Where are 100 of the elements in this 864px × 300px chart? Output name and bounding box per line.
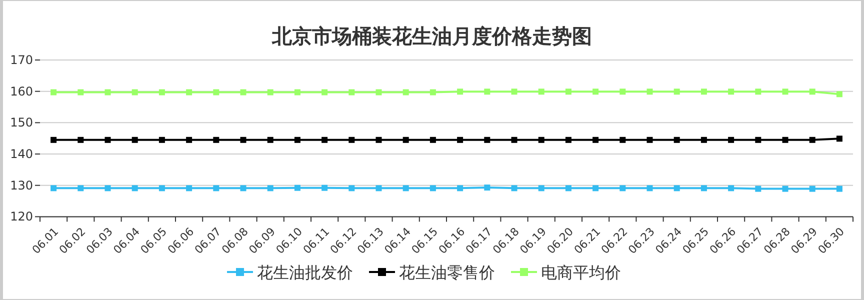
- point: [728, 88, 734, 95]
- point: [728, 185, 734, 192]
- point: [646, 185, 653, 192]
- point: [511, 88, 518, 95]
- point: [50, 89, 57, 96]
- point: [646, 136, 653, 143]
- point: [78, 136, 84, 143]
- point: [50, 136, 57, 143]
- legend-label: 花生油零售价: [399, 263, 495, 282]
- point: [430, 185, 436, 192]
- point: [104, 136, 111, 143]
- point: [782, 186, 788, 192]
- point: [348, 136, 355, 143]
- point: [538, 185, 544, 192]
- point: [402, 136, 409, 143]
- point: [484, 88, 490, 95]
- point: [700, 88, 707, 95]
- point: [78, 185, 84, 192]
- point: [186, 136, 192, 143]
- point: [213, 136, 220, 143]
- point: [322, 136, 328, 143]
- y-tick-label: 170: [10, 53, 33, 67]
- point: [376, 185, 382, 192]
- point: [267, 89, 274, 96]
- point: [755, 136, 762, 143]
- point: [430, 89, 436, 96]
- y-tick-label: 150: [10, 116, 33, 130]
- point: [700, 136, 707, 143]
- point: [538, 88, 544, 95]
- y-tick-label: 140: [10, 147, 33, 162]
- point: [592, 185, 599, 192]
- point: [484, 136, 490, 143]
- point: [538, 136, 544, 143]
- point: [836, 136, 842, 142]
- point: [294, 136, 300, 143]
- point: [565, 185, 572, 192]
- point: [484, 184, 490, 191]
- point: [565, 88, 572, 95]
- point: [565, 136, 572, 143]
- point: [267, 185, 274, 192]
- point: [674, 136, 680, 143]
- point: [809, 88, 816, 95]
- point: [322, 89, 328, 96]
- point: [674, 185, 680, 192]
- legend-label: 电商平均价: [541, 263, 621, 282]
- point: [511, 185, 518, 192]
- point: [728, 136, 734, 143]
- point: [700, 185, 707, 192]
- legend-label: 花生油批发价: [257, 263, 353, 282]
- point: [78, 89, 84, 96]
- point: [348, 89, 355, 96]
- y-tick-label: 160: [10, 84, 33, 98]
- point: [592, 88, 599, 95]
- point: [457, 88, 464, 95]
- point: [213, 185, 220, 192]
- point: [620, 185, 626, 192]
- point: [755, 88, 762, 95]
- point: [132, 136, 138, 143]
- point: [158, 89, 165, 96]
- point: [782, 88, 788, 95]
- point: [646, 88, 653, 95]
- point: [213, 89, 220, 96]
- point: [240, 185, 246, 192]
- point: [809, 186, 816, 192]
- point: [158, 185, 165, 192]
- point: [836, 91, 842, 98]
- point: [457, 185, 464, 192]
- point: [620, 88, 626, 95]
- point: [376, 136, 382, 143]
- point: [132, 89, 138, 96]
- point: [376, 89, 382, 96]
- point: [104, 89, 111, 96]
- point: [620, 136, 626, 143]
- point: [322, 184, 328, 191]
- point: [457, 136, 464, 143]
- point: [836, 186, 842, 192]
- chart-title: 北京市场桶装花生油月度价格走势图: [271, 24, 592, 48]
- point: [158, 136, 165, 143]
- point: [809, 136, 816, 143]
- point: [294, 184, 300, 191]
- y-tick-label: 120: [10, 210, 33, 224]
- point: [104, 185, 111, 192]
- point: [294, 89, 300, 96]
- point: [267, 136, 274, 143]
- point: [782, 136, 788, 143]
- point: [592, 136, 599, 143]
- point: [402, 185, 409, 192]
- y-tick-label: 130: [10, 178, 33, 192]
- point: [348, 185, 355, 192]
- point: [402, 89, 409, 96]
- point: [755, 186, 762, 192]
- point: [674, 88, 680, 95]
- point: [132, 185, 138, 192]
- point: [430, 136, 436, 143]
- point: [186, 185, 192, 192]
- point: [511, 136, 518, 143]
- point: [186, 89, 192, 96]
- point: [240, 136, 246, 143]
- point: [240, 89, 246, 96]
- point: [50, 185, 57, 192]
